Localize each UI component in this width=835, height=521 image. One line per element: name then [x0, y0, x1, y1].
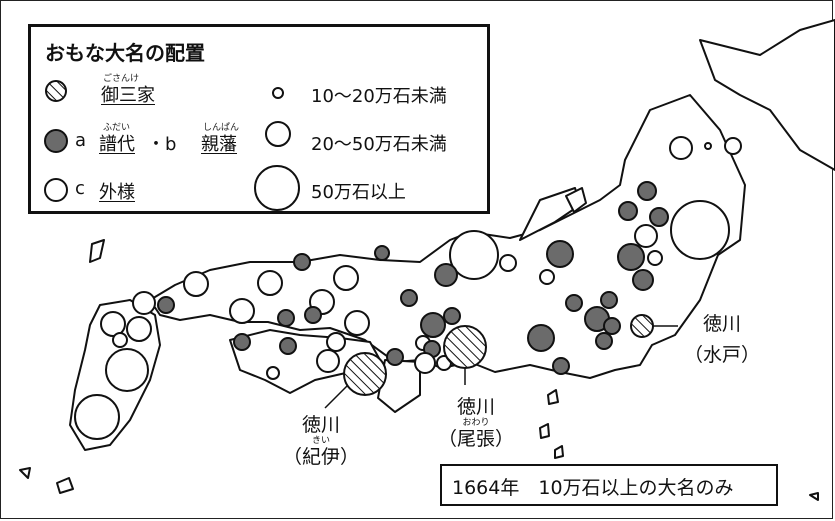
fudai-marker: [637, 181, 657, 201]
fudai-marker: [434, 263, 458, 287]
tozama-marker: [704, 142, 712, 150]
gosanke-label: 御三家: [101, 85, 155, 106]
tozama-marker: [266, 366, 280, 380]
tozama-open-circle-icon: [44, 178, 68, 202]
tozama-marker: [229, 298, 255, 324]
tozama-marker: [326, 332, 346, 352]
hokkaido-land: [699, 19, 835, 171]
fudai-marker: [565, 294, 583, 312]
callout-mito: 徳川 （水戸）: [684, 313, 760, 367]
tozama-marker: [132, 291, 156, 315]
gosanke-kii-marker: [343, 352, 387, 396]
callout-mito-name: 徳川: [703, 313, 742, 335]
callout-kii-place: （紀伊）: [283, 445, 360, 468]
fudai-marker: [527, 324, 555, 352]
fudai-marker: [443, 307, 461, 325]
tozama-marker: [539, 269, 555, 285]
size-small-label: 10〜20万石未満: [311, 86, 447, 107]
fudai-marker: [617, 243, 645, 271]
fudai-marker: [649, 207, 669, 227]
tozama-marker: [126, 316, 152, 342]
fudai-marker: [374, 245, 390, 261]
fudai-filled-circle-icon: [44, 129, 68, 153]
fudai-marker: [618, 201, 638, 221]
fudai-marker: [304, 306, 322, 324]
gosanke-mito-marker: [630, 314, 654, 338]
shinpan-ruby: しんぱん: [203, 123, 240, 133]
tozama-prefix: c: [75, 178, 85, 199]
size-medium-circle-icon: [265, 121, 291, 147]
daimyo-markers: [74, 136, 742, 440]
tozama-marker: [499, 254, 517, 272]
fudai-marker: [293, 253, 311, 271]
gosanke-ruby: ごさんけ: [103, 74, 140, 84]
callout-kii-ruby: きい: [312, 435, 331, 446]
legend-title: おもな大名の配置: [45, 41, 205, 65]
tozama-marker: [414, 352, 436, 374]
callout-owari-name: 徳川: [457, 396, 496, 418]
fudai-label: 譜代: [99, 134, 135, 155]
fudai-marker: [603, 317, 621, 335]
callout-owari: 徳川 おわり （尾張）: [438, 396, 514, 451]
fudai-marker: [552, 357, 570, 375]
size-medium-label: 20〜50万石未満: [311, 134, 447, 155]
fudai-marker: [595, 332, 613, 350]
gosanke-owari-marker: [443, 325, 487, 369]
sado-land: [565, 187, 587, 213]
callout-owari-place: （尾張）: [438, 427, 515, 450]
tozama-marker: [333, 265, 359, 291]
callout-owari-ruby: おわり: [462, 417, 490, 428]
size-large-circle-icon: [254, 165, 300, 211]
size-large-label: 50万石以上: [311, 182, 406, 203]
callout-kii: 徳川 きい （紀伊）: [283, 414, 359, 469]
tozama-marker: [316, 349, 340, 373]
fudai-marker: [632, 269, 654, 291]
tozama-marker: [449, 230, 499, 280]
callout-mito-place: （水戸）: [684, 343, 761, 366]
fudai-marker: [600, 291, 618, 309]
tozama-marker: [257, 270, 283, 296]
tozama-marker: [670, 200, 730, 260]
tozama-marker: [647, 250, 663, 266]
callout-kii-name: 徳川: [302, 414, 341, 436]
fudai-ruby: ふだい: [103, 123, 131, 133]
size-small-circle-icon: [272, 87, 284, 99]
fudai-marker: [386, 348, 404, 366]
tozama-marker: [74, 394, 120, 440]
tozama-marker: [669, 136, 693, 160]
tozama-marker: [634, 224, 658, 248]
gosanke-hatch-icon: [45, 80, 67, 102]
tozama-marker: [724, 137, 742, 155]
fudai-prefix: a: [75, 130, 87, 151]
shinpan-prefix: ・b: [147, 134, 177, 155]
tozama-marker: [183, 271, 209, 297]
fudai-marker: [157, 296, 175, 314]
fudai-marker: [420, 312, 446, 338]
legend-box: おもな大名の配置 ごさんけ 御三家 a ふだい 譜代 ・b しんぱん 親藩 c …: [28, 24, 490, 214]
fudai-marker: [279, 337, 297, 355]
tozama-marker: [344, 310, 370, 336]
fudai-marker: [233, 333, 251, 351]
tozama-marker: [112, 332, 128, 348]
year-note: 1664年 10万石以上の大名のみ: [440, 464, 778, 506]
fudai-marker: [277, 309, 295, 327]
tozama-marker: [100, 311, 126, 337]
shinpan-label: 親藩: [201, 134, 237, 155]
tozama-label: 外様: [99, 182, 135, 203]
fudai-marker: [546, 240, 574, 268]
fudai-marker: [400, 289, 418, 307]
tozama-marker: [105, 348, 149, 392]
